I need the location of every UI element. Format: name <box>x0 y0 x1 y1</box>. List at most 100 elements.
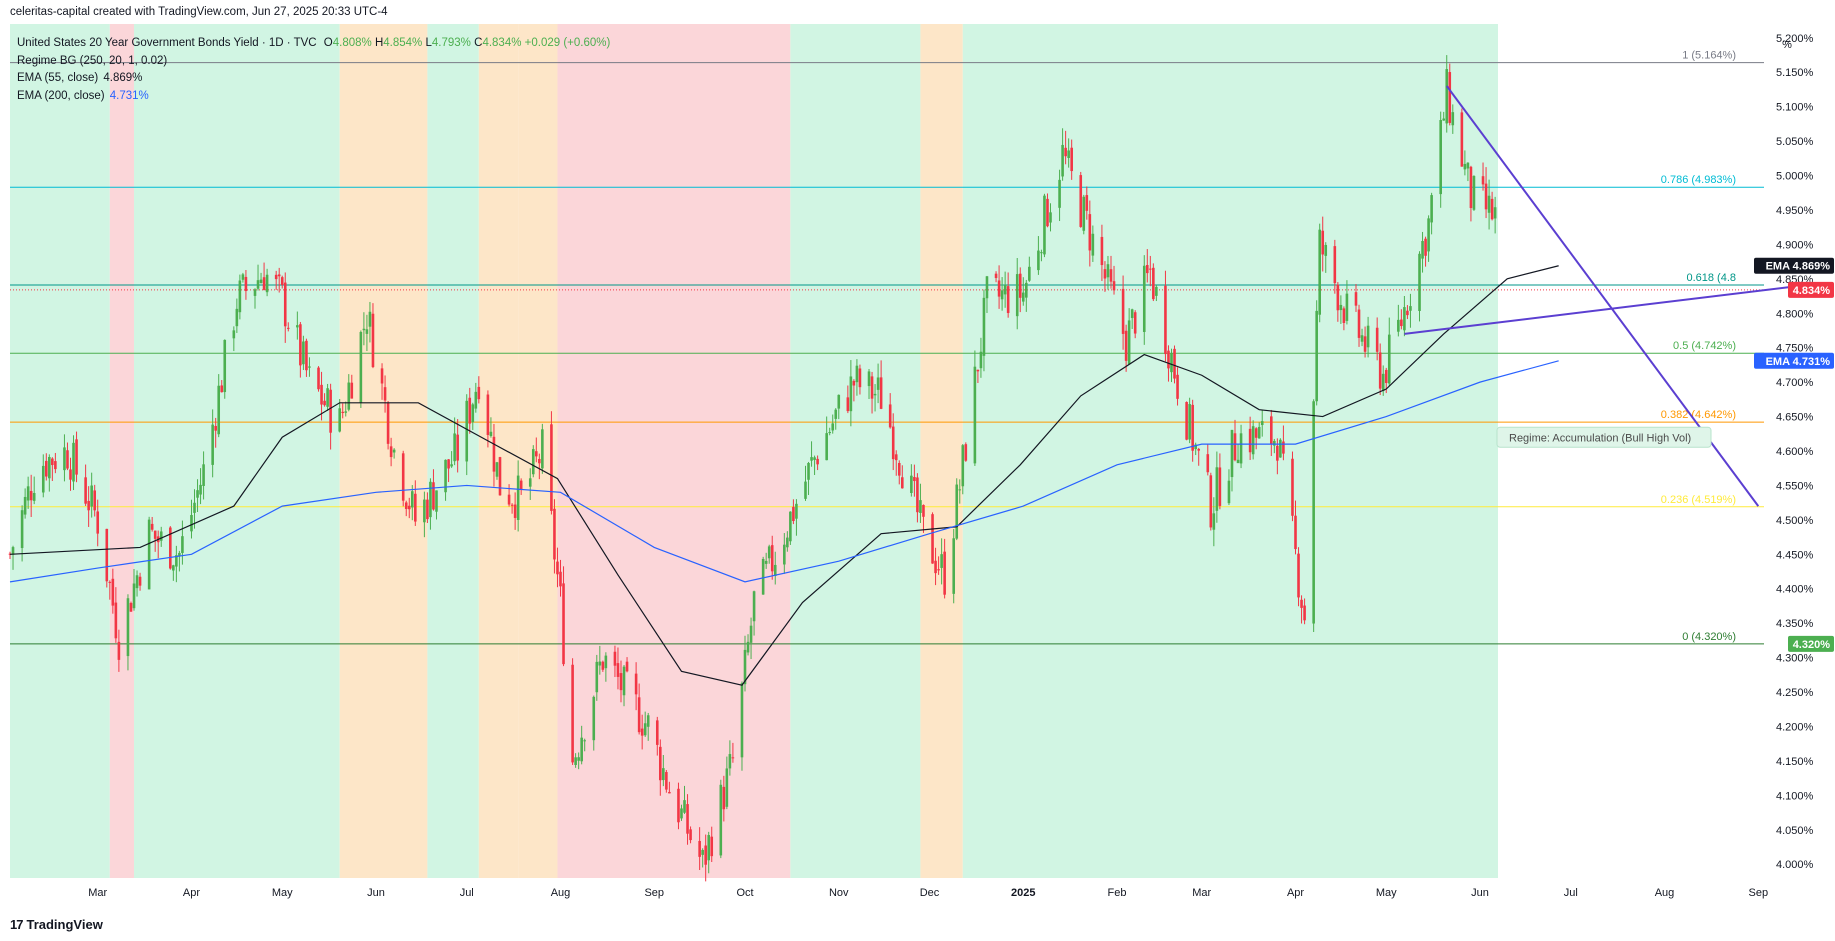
candle-body <box>1276 445 1279 461</box>
candle-body <box>84 477 87 504</box>
candle-body <box>150 523 154 530</box>
candle-body <box>1018 273 1022 298</box>
candle-body <box>837 394 841 409</box>
legend-ema200-row[interactable]: EMA (200, close) 4.731% <box>17 88 610 106</box>
x-tick-label: May <box>1376 887 1397 899</box>
legend-regime-row[interactable]: Regime BG (250, 20, 1, 0.02) <box>17 53 610 71</box>
candle-body <box>338 408 341 432</box>
candle-body <box>1487 195 1491 213</box>
candle-body <box>852 380 856 386</box>
candle-body <box>1342 308 1346 323</box>
legend-symbol-row[interactable]: United States 20 Year Government Bonds Y… <box>17 35 610 53</box>
ema-lines <box>9 265 1559 686</box>
candle-body <box>731 757 735 759</box>
candle-body <box>1164 285 1167 355</box>
candle-body <box>677 788 680 823</box>
candle-body <box>1490 198 1494 220</box>
candle-body <box>740 683 744 758</box>
candle-body <box>625 661 629 672</box>
candle-body <box>1103 269 1107 279</box>
candle-body <box>831 423 835 431</box>
percent-scale-toggle[interactable]: % <box>1782 39 1792 51</box>
candle-body <box>1303 605 1306 621</box>
fib-label: 0.618 (4.8 <box>1686 272 1736 284</box>
price-tag <box>1788 281 1834 298</box>
candle-body <box>655 720 659 745</box>
candle-body <box>302 341 305 365</box>
candle-body <box>828 432 831 434</box>
candle-body <box>516 475 520 520</box>
candle-body <box>54 461 57 470</box>
candle-body <box>341 411 345 414</box>
candle-body <box>90 485 93 507</box>
candle-body <box>320 384 323 405</box>
candle-body <box>1037 250 1040 271</box>
x-tick-label: Mar <box>88 887 107 899</box>
candle-body <box>665 772 668 790</box>
candle-body <box>643 723 647 736</box>
candle-body <box>937 569 940 571</box>
x-tick-label: Jul <box>1564 887 1578 899</box>
candle-body <box>541 429 544 469</box>
regime-band <box>109 24 135 878</box>
x-tick-label: Nov <box>829 887 849 899</box>
candle-body <box>1191 404 1194 451</box>
candle-body <box>507 494 511 505</box>
y-tick-label: 4.650% <box>1776 412 1814 424</box>
legend-regime: Regime BG (250, 20, 1, 0.02) <box>17 54 168 67</box>
candle-body <box>1070 147 1073 172</box>
regime-bands <box>10 24 1498 878</box>
candle-body <box>138 576 142 586</box>
candle-body <box>698 840 701 857</box>
candle-body <box>51 458 54 466</box>
candle-body <box>574 757 577 765</box>
candle-body <box>749 625 753 643</box>
candle-body <box>1127 320 1131 365</box>
x-tick-label: Apr <box>1287 887 1304 899</box>
candle-body <box>410 491 414 508</box>
tradingview-brand[interactable]: 17 TradingView <box>10 917 103 932</box>
y-tick-label: 5.100% <box>1776 102 1814 114</box>
candle-body <box>940 554 943 568</box>
candle-body <box>169 527 172 569</box>
candle-body <box>489 431 493 437</box>
candle-body <box>1067 150 1070 158</box>
candle-body <box>1397 319 1400 332</box>
y-tick-label: 4.100% <box>1776 790 1814 802</box>
legend-high-label: H <box>374 37 384 49</box>
y-tick-label: 4.900% <box>1776 239 1814 251</box>
candle-body <box>943 551 946 595</box>
x-tick-label: Sep <box>1748 887 1768 899</box>
candle-body <box>900 477 904 489</box>
candle-body <box>722 786 726 810</box>
candle-body <box>407 505 411 510</box>
regime-band <box>962 24 1498 878</box>
candle-body <box>1421 241 1424 259</box>
fib-label: 0.236 (4.519%) <box>1661 494 1736 506</box>
candle-body <box>616 663 620 677</box>
candle-body <box>1481 176 1485 185</box>
y-tick-label: 4.550% <box>1776 480 1814 492</box>
candle-body <box>834 409 838 419</box>
candle-body <box>583 740 586 742</box>
candle-body <box>613 651 617 666</box>
y-tick-label: 5.050% <box>1776 136 1814 148</box>
candle-body <box>683 800 686 813</box>
candle-body <box>444 459 447 493</box>
candle-body <box>159 531 163 541</box>
candle-body <box>1206 454 1210 473</box>
candle-body <box>888 404 892 428</box>
candle-body <box>1167 350 1170 369</box>
legend-ema55-row[interactable]: EMA (55, close) 4.869% <box>17 70 610 88</box>
candle-body <box>891 426 895 460</box>
candle-body <box>1375 327 1379 352</box>
candle-body <box>1366 325 1370 348</box>
trendline[interactable] <box>1404 284 1801 335</box>
candle-body <box>1384 369 1388 383</box>
x-tick-label: Oct <box>736 887 753 899</box>
y-tick-label: 5.200% <box>1776 33 1814 45</box>
candle-body <box>662 768 665 781</box>
x-tick-label: Jul <box>460 887 474 899</box>
ema55-line <box>9 265 1559 686</box>
